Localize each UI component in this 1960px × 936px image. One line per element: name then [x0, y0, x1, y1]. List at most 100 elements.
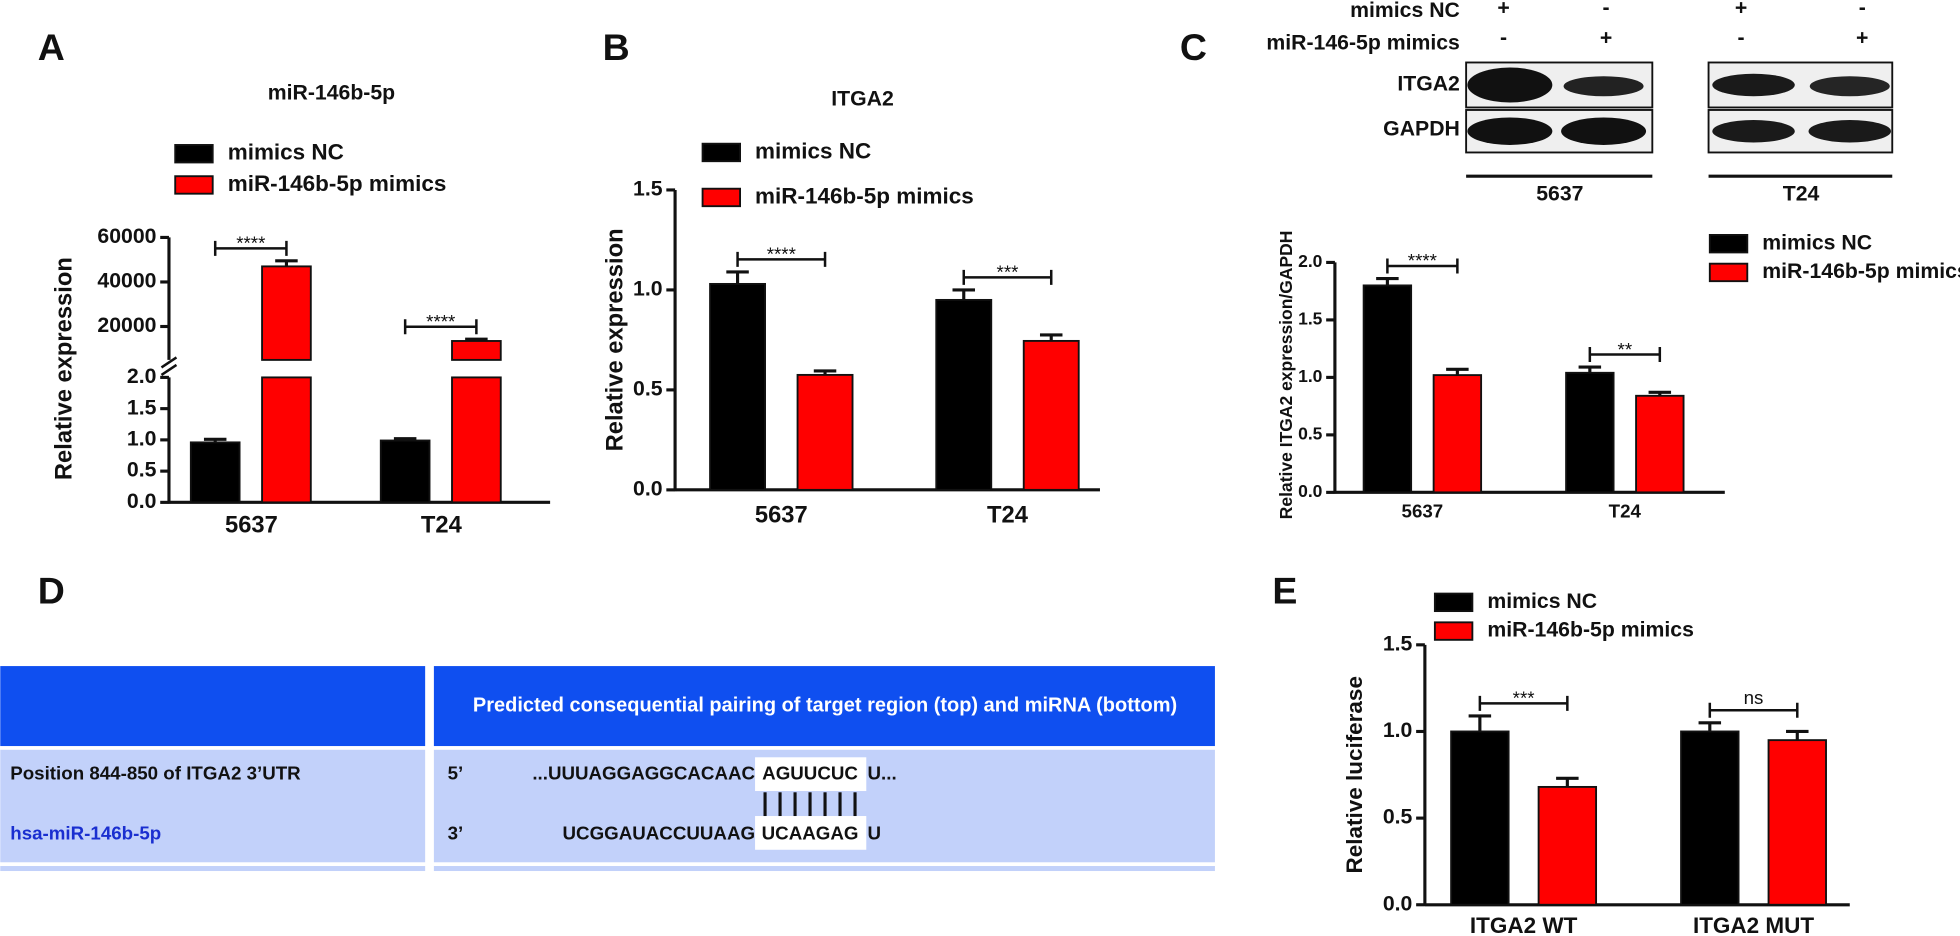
error-bar: [726, 270, 749, 284]
x-tick-label: T24: [421, 512, 463, 538]
panel-label: C: [1180, 26, 1207, 68]
error-bar: [1446, 367, 1469, 376]
strand-end: 5’: [448, 763, 464, 784]
sequence-tail: U: [868, 823, 882, 844]
condition-sign: +: [1497, 0, 1509, 19]
strand-end: 3’: [448, 823, 464, 844]
bar: [796, 373, 854, 491]
significance-bracket: [1588, 347, 1662, 363]
panel-label: E: [1272, 569, 1297, 611]
sequence-tail: U...: [868, 763, 897, 784]
x-tick-label: ITGA2 WT: [1470, 913, 1578, 936]
table-header-cell: [433, 666, 1215, 747]
y-tick-label: 1.5: [633, 177, 663, 201]
legend-swatch: [1708, 234, 1749, 254]
sequence: ...UUUAGGAGGCACAAC: [532, 763, 755, 784]
cell-line-label: 5637: [1536, 182, 1583, 206]
legend-swatch: [701, 187, 742, 208]
significance-bracket: [403, 319, 478, 335]
y-tick-label: 0.5: [1298, 424, 1323, 444]
error-bar: [1039, 333, 1063, 341]
bar-upper: [261, 265, 312, 361]
legend-swatch: [1433, 592, 1474, 613]
significance-label: ****: [426, 311, 455, 332]
bar: [451, 376, 502, 504]
error-bar: [1648, 390, 1672, 396]
axis-break: [160, 363, 178, 376]
bar: [935, 298, 993, 491]
row-label: hsa-miR-146b-5p: [10, 823, 161, 844]
panel-label: A: [38, 26, 65, 68]
x-tick-label: T24: [1609, 500, 1642, 521]
error-bar: [275, 259, 298, 267]
condition-sign: +: [1735, 0, 1747, 19]
table-header: Predicted consequential pairing of targe…: [473, 694, 1177, 716]
significance-label: ****: [236, 233, 265, 254]
axis-break: [160, 356, 178, 369]
y-tick-label: 0.0: [127, 489, 157, 513]
seed-box: [755, 816, 867, 850]
condition-label: mimics NC: [1350, 0, 1460, 22]
bar: [189, 441, 241, 504]
condition-sign: +: [1856, 25, 1868, 49]
error-bar: [813, 369, 837, 375]
x-tick-label: ITGA2 MUT: [1693, 913, 1814, 936]
error-bar: [1578, 365, 1602, 373]
sequence: UCGGAUACCUUAAG: [563, 823, 756, 844]
significance-label: ****: [767, 244, 796, 265]
y-tick-label: 1.5: [127, 395, 157, 419]
legend-swatch: [1433, 621, 1474, 641]
error-bar: [1556, 776, 1579, 787]
error-bar: [1468, 714, 1492, 732]
y-tick-label: 1.0: [127, 426, 157, 450]
significance-bracket: [962, 269, 1053, 285]
y-tick-label: 1.5: [1383, 631, 1413, 655]
error-bar: [1698, 721, 1722, 732]
y-tick-label: 2.0: [127, 364, 157, 388]
bar: [1767, 739, 1827, 906]
blot-row-label: ITGA2: [1397, 72, 1460, 96]
seed: UCAAGAG: [762, 823, 859, 844]
bar: [1432, 374, 1483, 494]
x-tick-label: T24: [987, 502, 1029, 528]
blot: [1465, 61, 1894, 178]
significance-label: ***: [1513, 688, 1535, 709]
y-tick-label: 1.0: [1383, 718, 1413, 742]
x-tick-label: 5637: [755, 502, 808, 528]
table-row-cell: [0, 749, 426, 863]
y-axis-label: Relative ITGA2 expression/GAPDH: [1276, 231, 1296, 520]
significance-bracket: [1478, 695, 1569, 711]
blot-row-label: GAPDH: [1383, 117, 1460, 141]
error-bar: [952, 288, 976, 300]
y-axis-label: Relative expression: [603, 228, 629, 451]
significance-label: ***: [997, 262, 1019, 283]
x-tick-label: 5637: [225, 512, 278, 538]
bar: [379, 439, 431, 504]
condition-sign: +: [1600, 25, 1612, 49]
bar: [1680, 730, 1740, 906]
legend-label: miR-146b-5p mimics: [1762, 259, 1960, 283]
y-tick-label: 60000: [97, 224, 156, 248]
y-axis-label: Relative expression: [52, 257, 78, 480]
y-tick-label: 0.5: [633, 377, 663, 401]
bar: [1362, 284, 1413, 494]
panel-label: D: [38, 569, 65, 611]
chart-title: miR-146b-5p: [268, 80, 395, 104]
bar: [1022, 339, 1080, 491]
bar: [1450, 730, 1510, 906]
error-bar: [393, 437, 417, 441]
bar: [1565, 371, 1615, 494]
legend-label: miR-146b-5p mimics: [228, 171, 447, 196]
y-tick-label: 0.0: [1298, 481, 1322, 501]
condition-sign: -: [1859, 0, 1866, 19]
bar: [261, 376, 312, 504]
seed-box: [755, 757, 867, 792]
condition-label: miR-146-5p mimics: [1266, 30, 1460, 54]
table-row-cell: [433, 866, 1215, 872]
y-tick-label: 20000: [97, 313, 156, 337]
y-tick-label: 0.0: [633, 476, 663, 500]
legend-swatch: [174, 144, 214, 164]
legend-label: mimics NC: [228, 140, 344, 165]
